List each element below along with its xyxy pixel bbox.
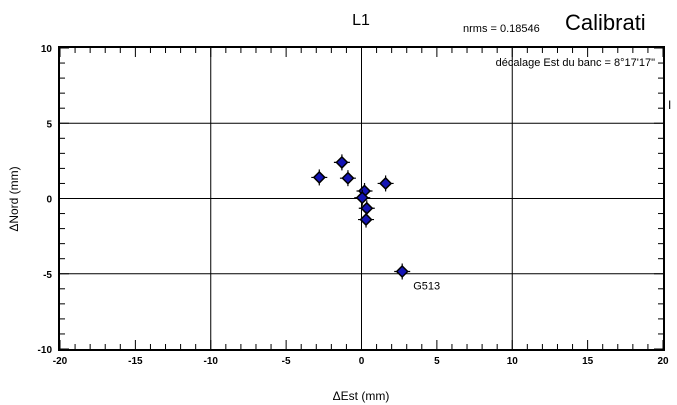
x-tick-label: -5 <box>282 356 291 367</box>
data-point <box>339 170 356 187</box>
point-marker <box>341 171 355 185</box>
y-tick-label: -10 <box>38 345 53 356</box>
x-tick-label: 0 <box>359 356 365 367</box>
chart-title: L1 <box>352 12 370 29</box>
point-marker <box>379 176 393 191</box>
x-tick-label: 5 <box>434 356 440 367</box>
x-axis-title: ΔEst (mm) <box>333 389 390 403</box>
y-tick-label: -5 <box>43 270 52 281</box>
point-marker <box>360 201 374 215</box>
x-tick-label: -20 <box>53 356 68 367</box>
x-tick-label: 15 <box>582 356 594 367</box>
data-point: G513 <box>394 263 440 292</box>
y-tick-label: 5 <box>46 119 52 130</box>
nrms-annotation: nrms = 0.18546 <box>463 23 540 35</box>
right-edge-fragment: I <box>668 98 671 112</box>
point-marker <box>335 155 349 169</box>
point-marker <box>395 264 409 279</box>
page-title-fragment: Calibrati <box>565 10 646 35</box>
point-marker <box>359 213 373 227</box>
data-point <box>354 189 371 206</box>
point-marker <box>355 191 369 205</box>
plot-area <box>58 46 665 351</box>
data-point <box>311 169 328 186</box>
point-marker <box>312 170 326 184</box>
point-label: G513 <box>413 280 440 292</box>
y-axis-title: ΔNord (mm) <box>7 166 21 231</box>
data-point <box>333 154 350 171</box>
x-tick-label: -15 <box>128 356 143 367</box>
data-point <box>358 211 375 228</box>
tick-labels: -20 -15 -10 -5 0 5 10 15 20 -10 -5 0 5 10 <box>38 44 669 367</box>
x-tick-label: 20 <box>657 356 669 367</box>
y-tick-label: 0 <box>46 195 52 206</box>
x-tick-label: -10 <box>204 356 219 367</box>
offset-annotation: décalage Est du banc = 8°17'17" <box>496 57 655 69</box>
y-tick-label: 10 <box>41 44 53 55</box>
data-points: G513 <box>311 154 440 292</box>
x-tick-label: 10 <box>507 356 519 367</box>
data-point <box>377 175 394 192</box>
